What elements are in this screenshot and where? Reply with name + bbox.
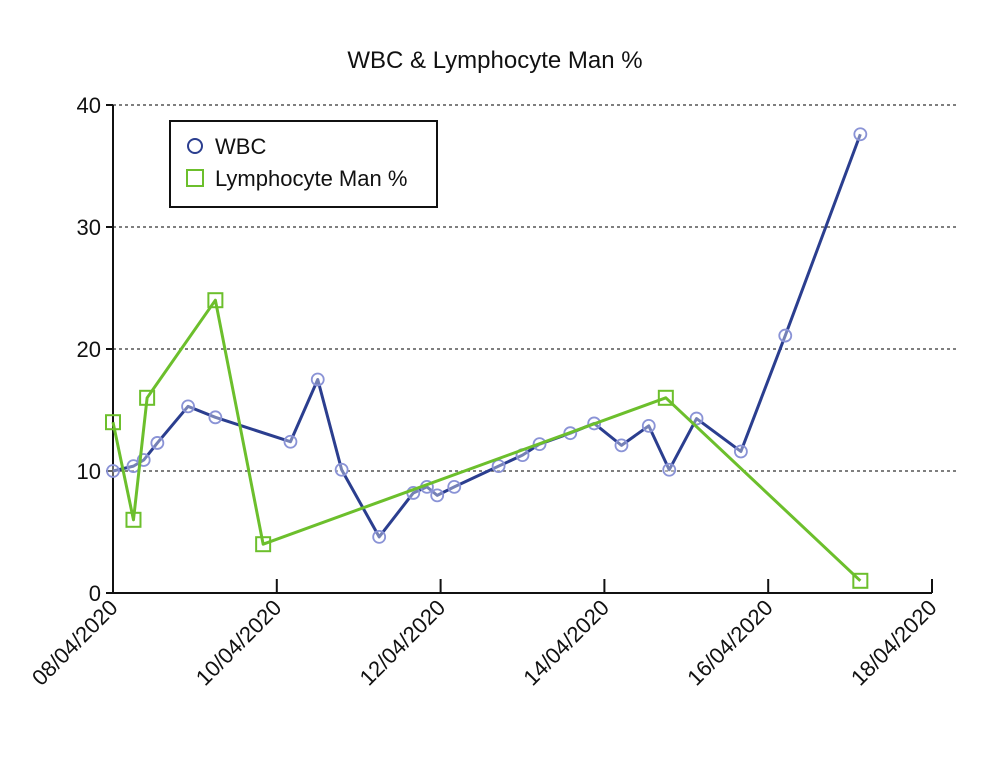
data-point [641, 418, 656, 433]
y-tick-label: 30 [77, 215, 101, 240]
legend-label: Lymphocyte Man % [215, 166, 407, 191]
x-tick-label: 14/04/2020 [518, 595, 614, 691]
x-tick-label: 10/04/2020 [191, 595, 287, 691]
x-tick-label: 08/04/2020 [27, 595, 123, 691]
data-point [181, 399, 195, 414]
y-tick-label: 40 [77, 93, 101, 118]
y-tick-label: 10 [77, 459, 101, 484]
legend: WBC Lymphocyte Man % [169, 120, 438, 208]
data-point [662, 462, 677, 477]
chart-title: WBC & Lymphocyte Man % [347, 47, 642, 74]
y-tick-label: 0 [89, 581, 101, 606]
x-ticks: 08/04/2020 10/04/2020 12/04/2020 14/04/2020… [27, 579, 942, 690]
data-point [208, 410, 223, 425]
data-point [689, 411, 704, 426]
x-tick-label: 18/04/2020 [846, 595, 942, 691]
y-ticks: 0 10 20 30 40 [77, 93, 113, 606]
series-line [111, 298, 862, 582]
data-point [491, 459, 506, 474]
data-point [255, 536, 272, 553]
data-point [207, 292, 224, 309]
data-point [372, 529, 387, 544]
data-point [125, 511, 142, 528]
data-point [853, 127, 868, 142]
data-point [106, 464, 120, 478]
data-point [447, 479, 462, 494]
legend-marker [186, 169, 204, 187]
data-point [657, 389, 674, 406]
x-tick-label: 12/04/2020 [355, 595, 451, 691]
data-point [105, 414, 121, 431]
series-layer [105, 127, 869, 589]
data-point [614, 438, 629, 453]
data-point [778, 328, 793, 343]
legend-box [169, 120, 438, 208]
data-point [334, 462, 349, 477]
data-point [734, 444, 748, 459]
y-tick-label: 20 [77, 337, 101, 362]
data-point [139, 389, 156, 406]
legend-label: WBC [215, 134, 266, 159]
series-wbc [106, 127, 868, 544]
data-point [430, 488, 445, 503]
series-line [112, 133, 862, 539]
grid [113, 104, 958, 472]
legend-marker [187, 138, 203, 154]
data-point [283, 434, 298, 449]
data-point [852, 572, 869, 589]
x-tick-label: 16/04/2020 [682, 595, 778, 691]
data-point [310, 372, 325, 387]
series-lymphocyte [105, 292, 869, 589]
data-point [150, 436, 165, 450]
